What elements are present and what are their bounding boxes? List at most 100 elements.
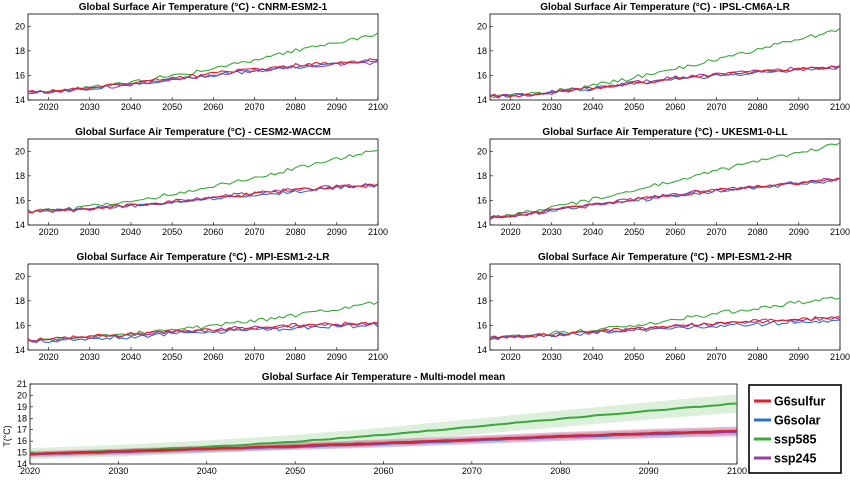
series-group	[28, 150, 378, 214]
y-tick-label: 16	[15, 320, 25, 330]
x-tick-label: 2070	[462, 466, 482, 476]
y-tick-label: 14	[477, 345, 487, 355]
x-tick-label: 2080	[748, 227, 768, 237]
x-tick-label: 2040	[121, 227, 141, 237]
x-tick-label: 2070	[244, 227, 264, 237]
x-tick-label: 2030	[542, 352, 562, 362]
x-tick-label: 2050	[624, 227, 644, 237]
x-tick-label: 2090	[327, 352, 347, 362]
y-tick-label: 14	[15, 345, 25, 355]
x-tick-label: 2050	[624, 102, 644, 112]
y-tick-label: 14	[15, 95, 25, 105]
panel-title: Global Surface Air Temperature (°C) - CE…	[75, 127, 331, 138]
x-tick-label: 2060	[203, 102, 223, 112]
x-tick-label: 2030	[80, 352, 100, 362]
y-tick-label: 17	[17, 425, 27, 435]
x-tick-label: 2080	[286, 227, 306, 237]
x-tick-label: 2070	[706, 352, 726, 362]
series-line-g6sulfur	[490, 64, 840, 98]
series-group	[28, 301, 378, 344]
series-line-g6sulfur	[28, 183, 378, 214]
y-tick-label: 20	[15, 146, 25, 156]
legend-label-ssp245: ssp245	[774, 452, 816, 466]
panel-global-surface-air-temperature-c-cnrm-esm2-1: Global Surface Air Temperature (°C) - CN…	[15, 2, 388, 112]
x-tick-label: 2080	[748, 102, 768, 112]
panel-global-surface-air-temperature-c-ipsl-cm6a-lr: Global Surface Air Temperature (°C) - IP…	[477, 2, 850, 112]
y-tick-label: 18	[17, 413, 27, 423]
plot-area	[489, 13, 841, 101]
y-tick-label: 21	[17, 379, 27, 389]
series-group	[30, 394, 737, 460]
x-tick-label: 2030	[80, 227, 100, 237]
x-tick-label: 2020	[39, 227, 59, 237]
y-tick-label: 20	[15, 21, 25, 31]
x-tick-label: 2100	[368, 227, 388, 237]
panel-title: Global Surface Air Temperature (°C) - MP…	[538, 252, 793, 263]
series-line-g6solar	[28, 59, 378, 95]
x-tick-label: 2100	[368, 102, 388, 112]
x-tick-label: 2090	[789, 102, 809, 112]
x-tick-label: 2060	[203, 227, 223, 237]
y-tick-label: 20	[17, 390, 27, 400]
series-line-ssp245	[490, 177, 840, 220]
x-tick-label: 2030	[542, 227, 562, 237]
plot-area	[27, 13, 379, 101]
x-tick-label: 2050	[162, 352, 182, 362]
legend-label-ssp585: ssp585	[774, 433, 816, 447]
plot-area	[489, 263, 841, 351]
x-tick-label: 2060	[665, 227, 685, 237]
spread-band-ssp585	[30, 394, 737, 460]
x-tick-label: 2060	[373, 466, 393, 476]
panel-title: Global Surface Air Temperature (°C) - MP…	[77, 252, 331, 263]
x-tick-label: 2050	[285, 466, 305, 476]
x-tick-label: 2030	[108, 466, 128, 476]
x-tick-label: 2090	[327, 227, 347, 237]
panel-title: Global Surface Air Temperature (°C) - UK…	[542, 127, 787, 138]
x-tick-label: 2020	[39, 102, 59, 112]
panel-global-surface-air-temperature-c-mpi-esm1-2-lr: Global Surface Air Temperature (°C) - MP…	[15, 252, 388, 362]
x-tick-label: 2040	[197, 466, 217, 476]
x-tick-label: 2070	[706, 227, 726, 237]
y-tick-label: 14	[477, 95, 487, 105]
x-tick-label: 2040	[121, 352, 141, 362]
plot-area	[27, 263, 379, 351]
plot-area	[27, 138, 379, 226]
y-tick-label: 19	[17, 402, 27, 412]
panel-title: Global Surface Air Temperature (°C) - IP…	[540, 2, 790, 13]
y-tick-label: 16	[15, 195, 25, 205]
x-tick-label: 2040	[583, 227, 603, 237]
series-group	[490, 296, 840, 341]
y-tick-label: 18	[477, 171, 487, 181]
y-tick-label: 16	[477, 320, 487, 330]
x-tick-label: 2080	[286, 352, 306, 362]
y-tick-label: 18	[15, 171, 25, 181]
x-tick-label: 2070	[244, 352, 264, 362]
y-tick-label: 14	[477, 220, 487, 230]
x-tick-label: 2090	[639, 466, 659, 476]
panel-global-surface-air-temperature-c-mpi-esm1-2-hr: Global Surface Air Temperature (°C) - MP…	[477, 252, 850, 362]
y-tick-label: 20	[15, 271, 25, 281]
series-line-g6sulfur	[28, 321, 378, 343]
y-tick-label: 15	[17, 448, 27, 458]
y-tick-label: 18	[477, 296, 487, 306]
y-tick-label: 16	[477, 195, 487, 205]
x-tick-label: 2040	[583, 102, 603, 112]
series-group	[490, 27, 840, 99]
x-tick-label: 2080	[286, 102, 306, 112]
y-tick-label: 18	[477, 46, 487, 56]
x-tick-label: 2100	[830, 227, 850, 237]
series-line-ssp585	[490, 142, 840, 219]
x-tick-label: 2040	[583, 352, 603, 362]
y-tick-label: 20	[477, 271, 487, 281]
y-tick-label: 14	[17, 459, 27, 469]
x-tick-label: 2050	[162, 227, 182, 237]
x-tick-label: 2070	[244, 102, 264, 112]
x-tick-label: 2080	[550, 466, 570, 476]
x-tick-label: 2060	[665, 352, 685, 362]
x-tick-label: 2050	[624, 352, 644, 362]
x-tick-label: 2100	[368, 352, 388, 362]
x-tick-label: 2070	[706, 102, 726, 112]
series-line-g6sulfur	[490, 316, 840, 341]
x-tick-label: 2020	[39, 352, 59, 362]
